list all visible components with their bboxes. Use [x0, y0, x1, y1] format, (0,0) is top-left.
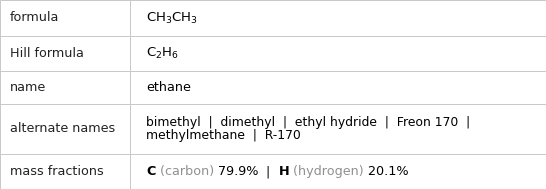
Text: 79.9%: 79.9% — [214, 165, 258, 178]
Text: $\mathregular{CH_3CH_3}$: $\mathregular{CH_3CH_3}$ — [146, 10, 198, 26]
Text: H: H — [278, 165, 289, 178]
Text: Hill formula: Hill formula — [10, 47, 84, 60]
Text: (carbon): (carbon) — [156, 165, 214, 178]
Text: mass fractions: mass fractions — [10, 165, 104, 178]
Text: |: | — [258, 165, 278, 178]
Text: ethane: ethane — [146, 81, 191, 94]
Text: (hydrogen): (hydrogen) — [289, 165, 364, 178]
Text: $\mathregular{C_2H_6}$: $\mathregular{C_2H_6}$ — [146, 46, 179, 61]
Text: name: name — [10, 81, 46, 94]
Text: formula: formula — [10, 12, 59, 24]
Text: alternate names: alternate names — [10, 122, 115, 136]
Text: methylmethane  |  R-170: methylmethane | R-170 — [146, 129, 301, 142]
Text: 20.1%: 20.1% — [364, 165, 408, 178]
Text: bimethyl  |  dimethyl  |  ethyl hydride  |  Freon 170  |: bimethyl | dimethyl | ethyl hydride | Fr… — [146, 116, 471, 129]
Text: C: C — [146, 165, 156, 178]
